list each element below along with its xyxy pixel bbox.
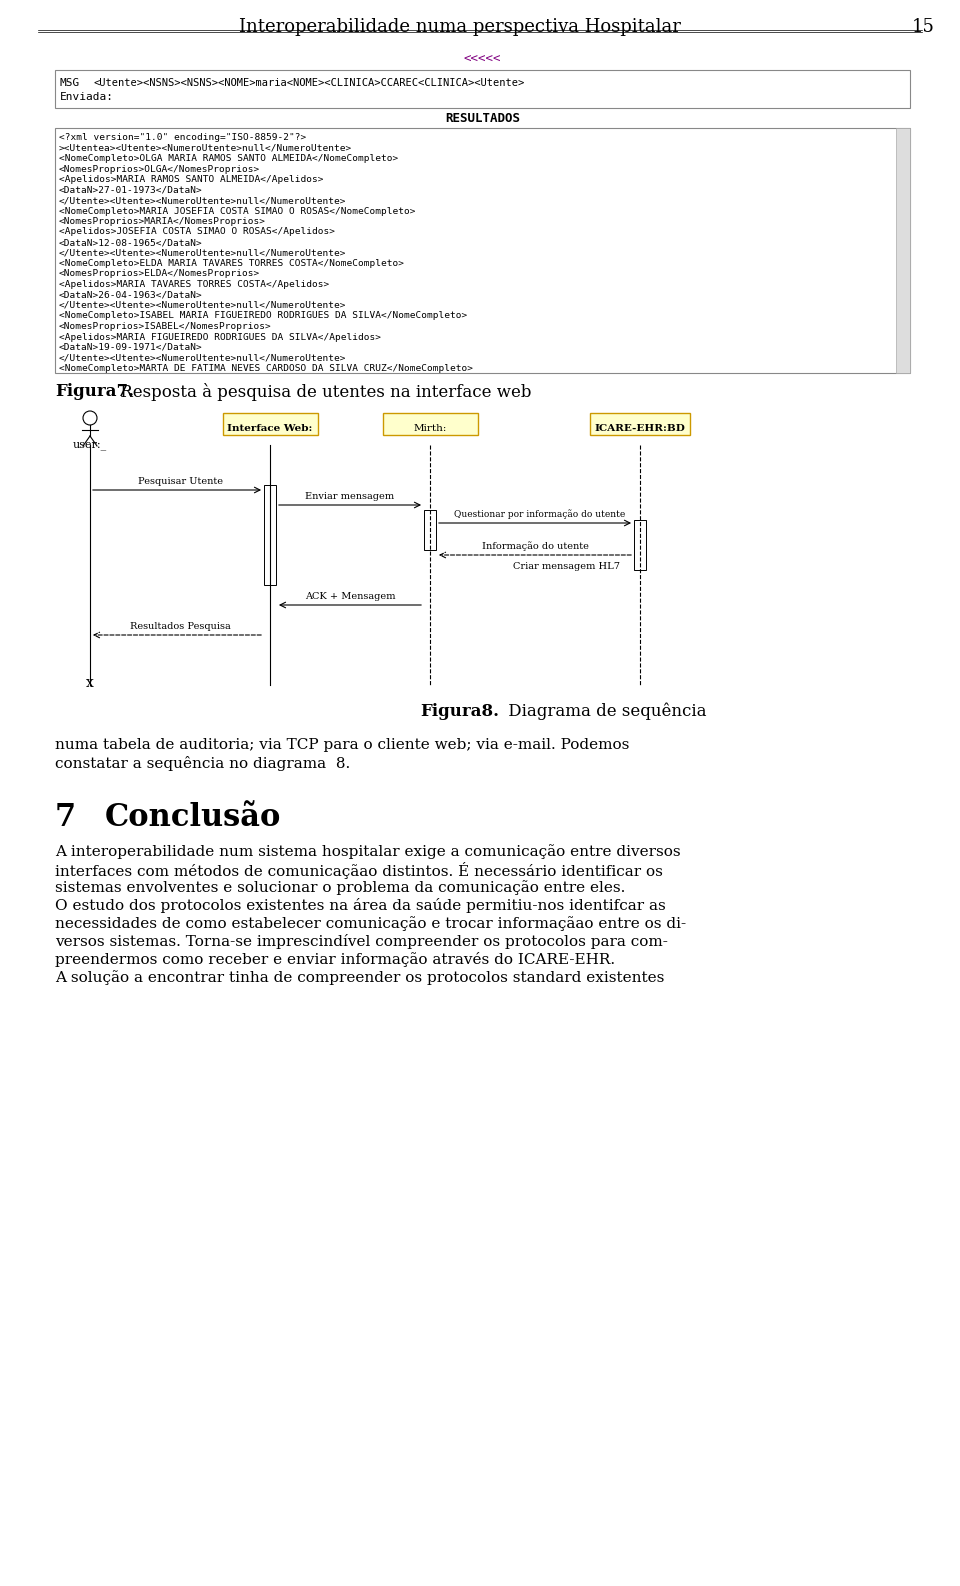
Text: </Utente><Utente><NumeroUtente>null</NumeroUtente>: </Utente><Utente><NumeroUtente>null</Num… (59, 197, 347, 205)
Text: Informação do utente: Informação do utente (482, 541, 588, 550)
Text: sistemas envolventes e solucionar o problema da comunicação entre eles.: sistemas envolventes e solucionar o prob… (55, 880, 625, 895)
Text: Resposta à pesquisa de utentes na interface web: Resposta à pesquisa de utentes na interf… (115, 382, 532, 401)
Text: interfaces com métodos de comunicaçãao distintos. É necessário identificar os: interfaces com métodos de comunicaçãao d… (55, 863, 662, 879)
Text: necessidades de como estabelecer comunicação e trocar informaçãao entre os di-: necessidades de como estabelecer comunic… (55, 917, 686, 931)
Bar (55, 128, 910, 373)
Text: numa tabela de auditoria; via TCP para o cliente web; via e-mail. Podemos: numa tabela de auditoria; via TCP para o… (55, 737, 630, 752)
Text: Resultados Pesquisa: Resultados Pesquisa (130, 622, 230, 631)
Text: Questionar por informação do utente: Questionar por informação do utente (454, 509, 626, 519)
Text: 15: 15 (912, 17, 935, 36)
Text: <<<<<: <<<<< (464, 52, 501, 67)
Text: <NomeCompleto>MARTA DE FATIMA NEVES CARDOSO DA SILVA CRUZ</NomeCompleto>: <NomeCompleto>MARTA DE FATIMA NEVES CARD… (59, 365, 473, 373)
FancyBboxPatch shape (223, 412, 318, 435)
Text: user:_: user:_ (73, 439, 108, 450)
Text: Enviada:: Enviada: (60, 92, 114, 102)
Text: <DataN>19-09-1971</DataN>: <DataN>19-09-1971</DataN> (59, 343, 203, 352)
Text: <DataN>12-08-1965</DataN>: <DataN>12-08-1965</DataN> (59, 238, 203, 247)
Text: constatar a sequência no diagrama  8.: constatar a sequência no diagrama 8. (55, 757, 350, 771)
Text: <Utente><NSNS><NSNS><NOME>maria<NOME><CLINICA>CCAREC<CLINICA><Utente>: <Utente><NSNS><NSNS><NOME>maria<NOME><CL… (93, 78, 524, 87)
Text: <Apelidos>MARIA TAVARES TORRES COSTA</Apelidos>: <Apelidos>MARIA TAVARES TORRES COSTA</Ap… (59, 281, 329, 289)
Bar (634, 520, 646, 569)
Bar (896, 128, 910, 373)
Text: Figura8.: Figura8. (420, 703, 499, 720)
Text: <Apelidos>MARIA FIGUEIREDO RODRIGUES DA SILVA</Apelidos>: <Apelidos>MARIA FIGUEIREDO RODRIGUES DA … (59, 333, 381, 341)
Text: <DataN>26-04-1963</DataN>: <DataN>26-04-1963</DataN> (59, 290, 203, 300)
Text: <Apelidos>MARIA RAMOS SANTO ALMEIDA</Apelidos>: <Apelidos>MARIA RAMOS SANTO ALMEIDA</Ape… (59, 174, 324, 184)
Text: Enviar mensagem: Enviar mensagem (305, 492, 395, 501)
Text: Pesquisar Utente: Pesquisar Utente (137, 477, 223, 485)
Text: <DataN>27-01-1973</DataN>: <DataN>27-01-1973</DataN> (59, 186, 203, 195)
Text: ICARE-EHR:BD: ICARE-EHR:BD (594, 423, 685, 433)
Text: Criar mensagem HL7: Criar mensagem HL7 (513, 561, 620, 571)
Bar (264, 485, 276, 585)
Text: </Utente><Utente><NumeroUtente>null</NumeroUtente>: </Utente><Utente><NumeroUtente>null</Num… (59, 249, 347, 257)
Text: A solução a encontrar tinha de compreender os protocolos standard existentes: A solução a encontrar tinha de compreend… (55, 971, 664, 985)
Text: Figura7.: Figura7. (55, 382, 134, 400)
Text: versos sistemas. Torna-se imprescindível compreender os protocolos para com-: versos sistemas. Torna-se imprescindível… (55, 934, 668, 948)
FancyBboxPatch shape (382, 412, 477, 435)
FancyBboxPatch shape (590, 412, 690, 435)
Text: </Utente><Utente><NumeroUtente>null</NumeroUtente>: </Utente><Utente><NumeroUtente>null</Num… (59, 354, 347, 363)
Text: Conclusão: Conclusão (105, 803, 281, 833)
Text: <NomesProprios>OLGA</NomesProprios>: <NomesProprios>OLGA</NomesProprios> (59, 165, 260, 173)
Text: <NomesProprios>MARIA</NomesProprios>: <NomesProprios>MARIA</NomesProprios> (59, 217, 266, 225)
Text: RESULTADOS: RESULTADOS (445, 113, 520, 125)
Text: MSG: MSG (60, 78, 81, 87)
Text: 7: 7 (55, 803, 76, 833)
Text: <NomeCompleto>OLGA MARIA RAMOS SANTO ALMEIDA</NomeCompleto>: <NomeCompleto>OLGA MARIA RAMOS SANTO ALM… (59, 154, 398, 163)
Text: O estudo dos protocolos existentes na área da saúde permitiu-nos identifcar as: O estudo dos protocolos existentes na ár… (55, 898, 665, 914)
Bar (424, 511, 436, 550)
Text: <NomesProprios>ELDA</NomesProprios>: <NomesProprios>ELDA</NomesProprios> (59, 270, 260, 279)
Text: ><Utentea><Utente><NumeroUtente>null</NumeroUtente>: ><Utentea><Utente><NumeroUtente>null</Nu… (59, 143, 352, 152)
Text: A interoperabilidade num sistema hospitalar exige a comunicação entre diversos: A interoperabilidade num sistema hospita… (55, 844, 681, 860)
Text: <?xml version="1.0" encoding="ISO-8859-2"?>: <?xml version="1.0" encoding="ISO-8859-2… (59, 133, 306, 143)
Text: Mirth:: Mirth: (414, 423, 446, 433)
Text: </Utente><Utente><NumeroUtente>null</NumeroUtente>: </Utente><Utente><NumeroUtente>null</Num… (59, 301, 347, 309)
Bar (55, 70, 910, 108)
Text: x: x (86, 676, 94, 690)
Text: ACK + Mensagem: ACK + Mensagem (304, 592, 396, 601)
Text: <NomeCompleto>ISABEL MARIA FIGUEIREDO RODRIGUES DA SILVA</NomeCompleto>: <NomeCompleto>ISABEL MARIA FIGUEIREDO RO… (59, 311, 468, 320)
Text: <Apelidos>JOSEFIA COSTA SIMAO O ROSAS</Apelidos>: <Apelidos>JOSEFIA COSTA SIMAO O ROSAS</A… (59, 227, 335, 236)
Text: Interface Web:: Interface Web: (228, 423, 313, 433)
Text: <NomeCompleto>ELDA MARIA TAVARES TORRES COSTA</NomeCompleto>: <NomeCompleto>ELDA MARIA TAVARES TORRES … (59, 259, 404, 268)
Text: Diagrama de sequência: Diagrama de sequência (503, 703, 707, 720)
Text: <NomesProprios>ISABEL</NomesProprios>: <NomesProprios>ISABEL</NomesProprios> (59, 322, 272, 331)
Text: preendermos como receber e enviar informação através do ICARE-EHR.: preendermos como receber e enviar inform… (55, 952, 615, 967)
Circle shape (83, 411, 97, 425)
Text: <NomeCompleto>MARIA JOSEFIA COSTA SIMAO O ROSAS</NomeCompleto>: <NomeCompleto>MARIA JOSEFIA COSTA SIMAO … (59, 206, 416, 216)
Text: Interoperabilidade numa perspectiva Hospitalar: Interoperabilidade numa perspectiva Hosp… (239, 17, 681, 36)
